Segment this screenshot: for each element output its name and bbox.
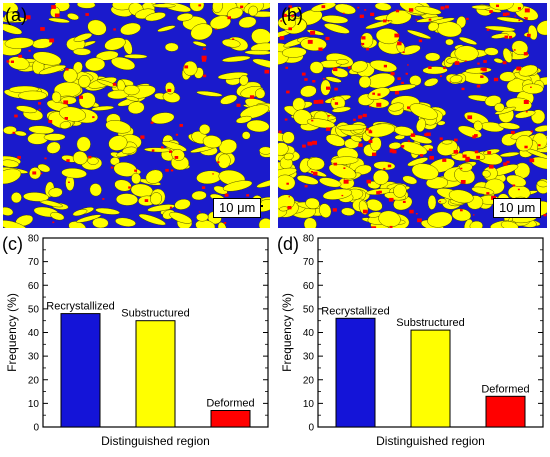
bar-deformed xyxy=(485,395,526,428)
y-tick-label: 80 xyxy=(303,234,315,245)
y-tick-label: 20 xyxy=(28,375,40,386)
y-tick-label: 30 xyxy=(28,352,40,363)
grain-map-b-image xyxy=(278,3,547,228)
y-tick-label: 0 xyxy=(308,423,314,434)
grain-texture xyxy=(278,3,547,228)
y-tick-label: 40 xyxy=(303,328,315,339)
bar-label: Deformed xyxy=(481,383,529,395)
x-axis-label: Distinguished region xyxy=(101,434,210,448)
y-tick-label: 30 xyxy=(303,352,315,363)
panel-label-c: (c) xyxy=(2,234,23,254)
y-tick-label: 60 xyxy=(303,281,315,292)
panel-label-d: (d) xyxy=(277,234,299,254)
bar-label: Recrystallized xyxy=(46,301,114,313)
bar-label: Recrystallized xyxy=(321,305,389,317)
grain-texture xyxy=(3,3,270,228)
y-tick-label: 50 xyxy=(303,304,315,315)
y-axis-label: Frequency (%) xyxy=(5,293,19,372)
y-tick-label: 40 xyxy=(28,328,40,339)
grain-map-b xyxy=(278,3,547,228)
bar-substructured xyxy=(410,329,451,428)
panel-label-b: (b) xyxy=(281,5,303,25)
bar-label: Substructured xyxy=(396,317,464,329)
y-tick-label: 10 xyxy=(28,399,40,410)
bar-label: Substructured xyxy=(121,308,189,320)
y-tick-label: 10 xyxy=(303,399,315,410)
y-tick-label: 80 xyxy=(28,234,40,245)
y-tick-label: 70 xyxy=(303,257,315,268)
scalebar-b: 10 μm xyxy=(493,198,542,218)
panel-b: (b) 10 μm xyxy=(275,0,550,228)
bar-substructured xyxy=(135,320,176,428)
x-axis-label: Distinguished region xyxy=(376,434,485,448)
bar-recrystallized xyxy=(335,317,376,428)
bar-deformed xyxy=(210,410,251,428)
bar-label: Deformed xyxy=(206,398,254,410)
grain-map-a-image xyxy=(3,3,270,228)
y-axis-label: Frequency (%) xyxy=(280,293,294,372)
panel-label-a: (a) xyxy=(5,5,27,25)
scalebar-a: 10 μm xyxy=(213,198,262,218)
grain-map-a xyxy=(3,3,270,228)
y-tick-label: 20 xyxy=(303,375,315,386)
panel-d: 0 10 20 30 40 50 60 70 80 Recrystallized Substruct… xyxy=(275,230,550,452)
bar-recrystallized xyxy=(60,313,101,428)
panel-a: (a) 10 μm xyxy=(0,0,270,228)
bar-chart-d: 0 10 20 30 40 50 60 70 80 Recrystallized Substruct… xyxy=(280,234,544,448)
y-tick-label: 50 xyxy=(28,304,40,315)
bar-chart-c: 0 10 20 30 40 50 60 70 80 Recrystallized Substruct… xyxy=(5,234,269,448)
panel-c: 0 10 20 30 40 50 60 70 80 Recrystallized Substruct… xyxy=(0,230,275,452)
y-tick-label: 0 xyxy=(33,423,39,434)
y-tick-label: 70 xyxy=(28,257,40,268)
y-tick-label: 60 xyxy=(28,281,40,292)
